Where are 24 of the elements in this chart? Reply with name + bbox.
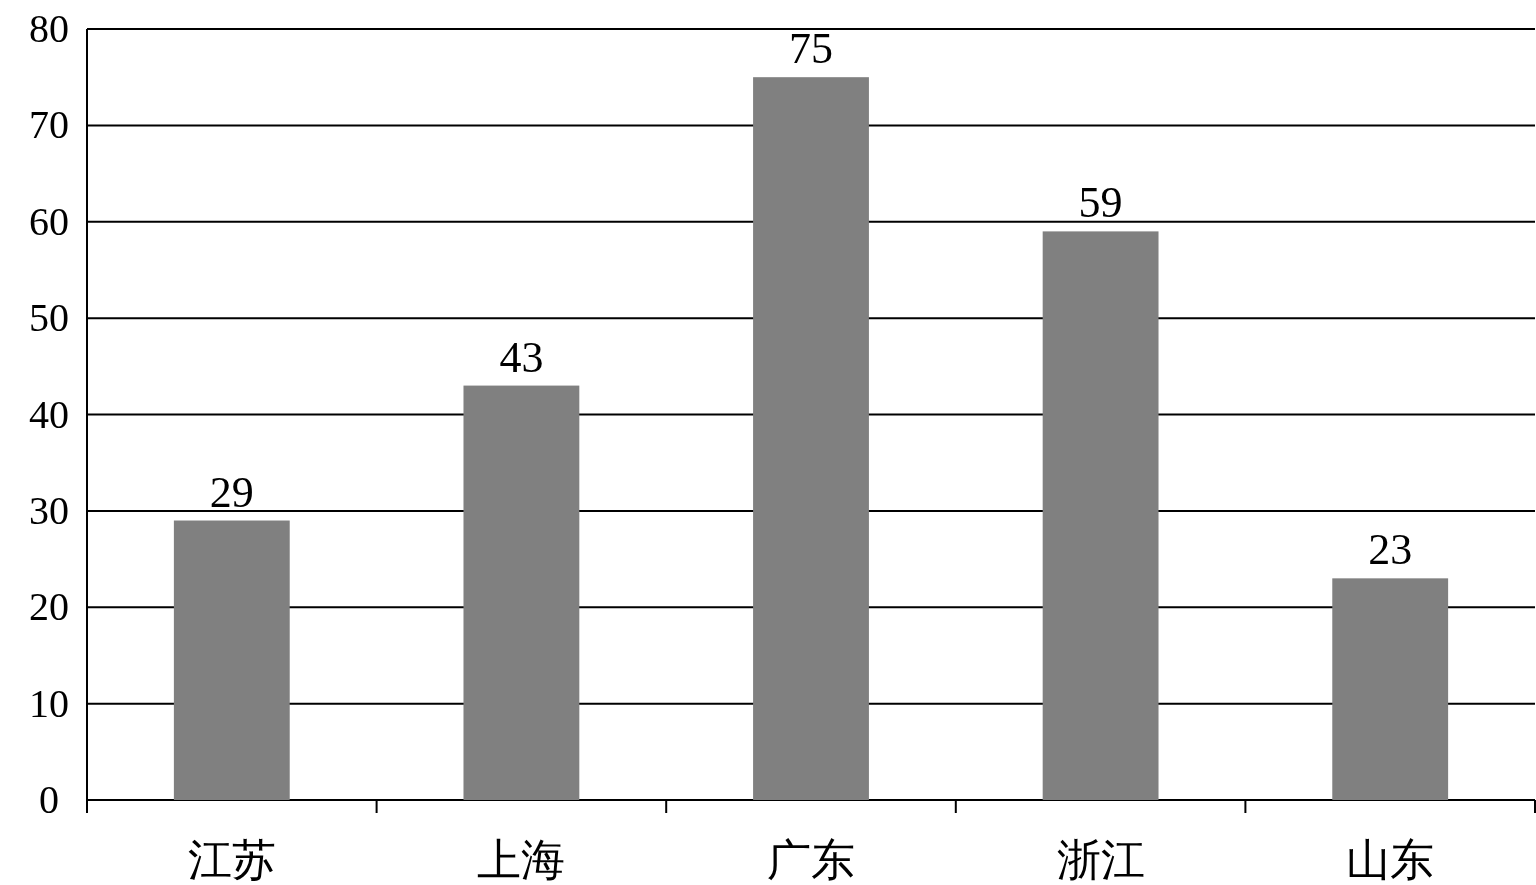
y-tick-label: 50 — [29, 295, 69, 341]
data-label: 59 — [1078, 178, 1123, 228]
y-tick-label: 30 — [29, 487, 69, 533]
bar — [1042, 231, 1159, 800]
x-tick-label: 江苏 — [187, 834, 276, 885]
y-tick-label: 0 — [39, 777, 59, 822]
x-tick-label: 广东 — [767, 834, 855, 885]
x-tick-label: 上海 — [477, 834, 566, 885]
bar — [753, 77, 869, 800]
y-tick-label: 80 — [29, 6, 69, 51]
y-tick-label: 70 — [29, 102, 69, 148]
x-tick-label: 浙江 — [1056, 834, 1145, 885]
bar — [463, 385, 580, 800]
y-tick-label: 60 — [29, 198, 69, 244]
y-tick-label: 10 — [29, 680, 69, 726]
y-tick-label: 40 — [29, 391, 69, 437]
bar — [173, 520, 290, 800]
x-tick-label: 山东 — [1346, 834, 1435, 885]
data-label: 75 — [789, 24, 833, 74]
data-label: 43 — [499, 332, 544, 382]
data-label: 23 — [1368, 525, 1413, 575]
data-label: 29 — [209, 467, 254, 517]
y-tick-label: 20 — [29, 584, 69, 630]
bar — [1332, 578, 1449, 800]
